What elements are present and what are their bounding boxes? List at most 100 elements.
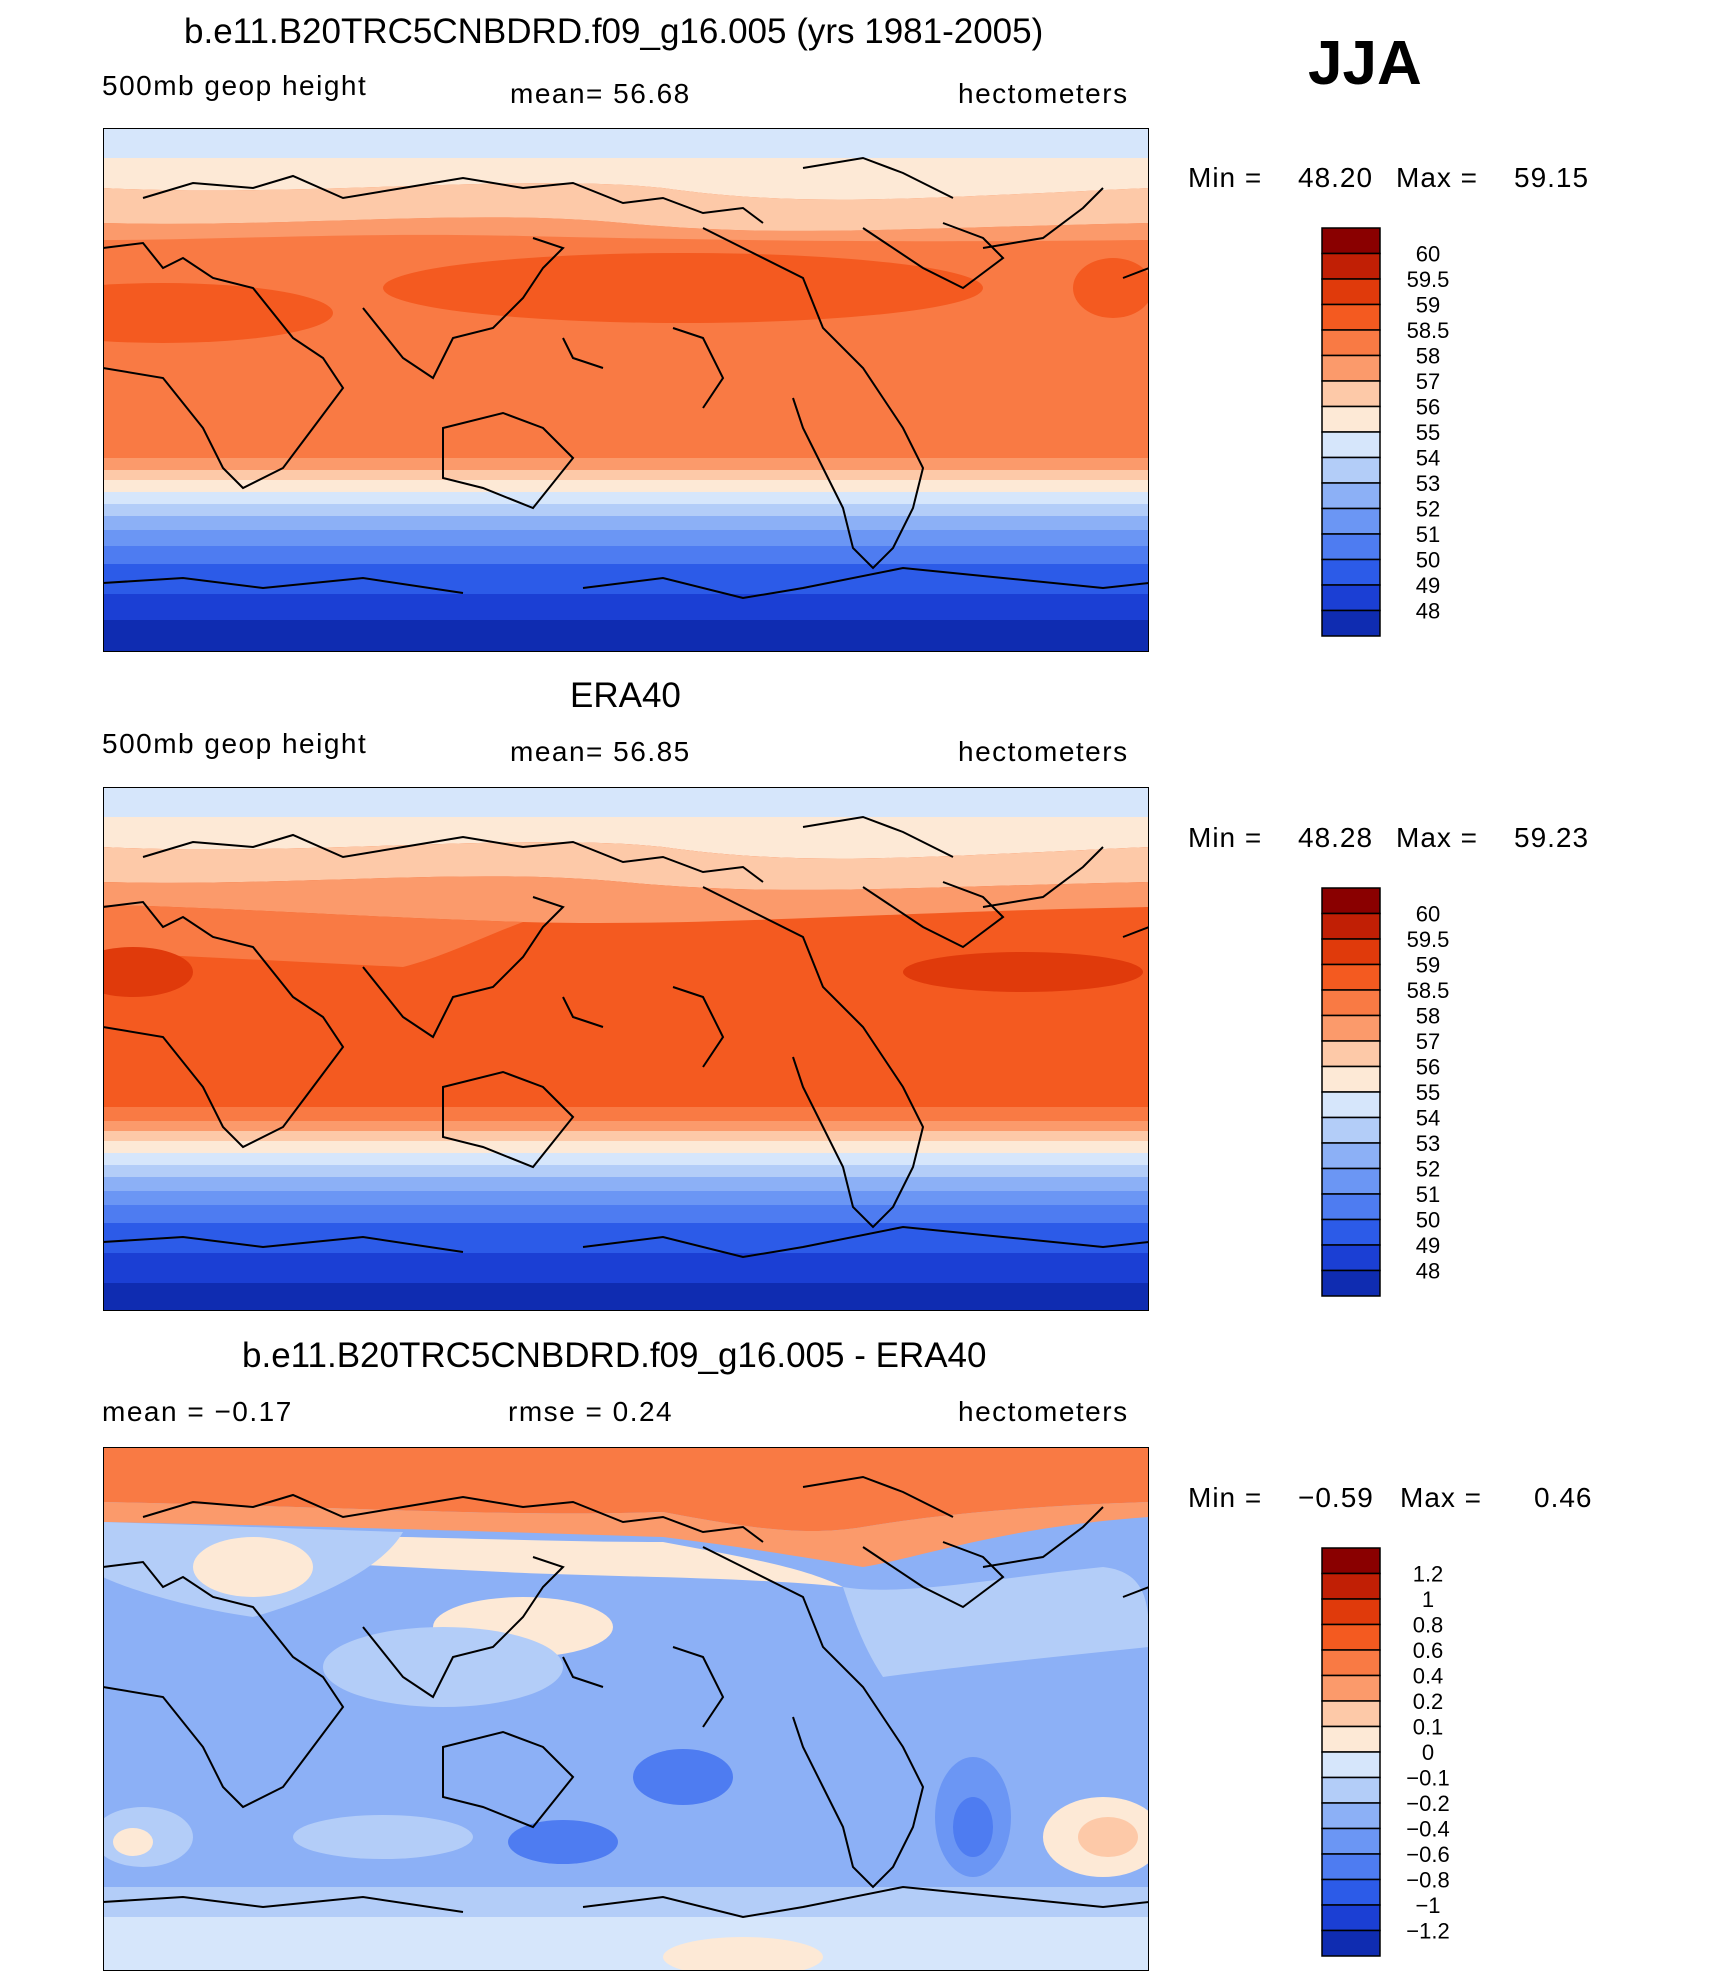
colorbar-tick-label: 50 <box>1416 1208 1440 1233</box>
colorbar-tick-label: −0.6 <box>1406 1842 1449 1867</box>
colorbar-tick-label: 52 <box>1416 1157 1440 1182</box>
colorbar-tick-label: 54 <box>1416 446 1440 471</box>
colorbar-tick-label: 1 <box>1422 1587 1434 1612</box>
colorbar-tick-label: 48 <box>1416 1259 1440 1284</box>
colorbar-tick-label: 54 <box>1416 1106 1440 1131</box>
colorbar-box <box>1321 1853 1381 1881</box>
colorbar-box <box>1321 303 1381 331</box>
panel-1-max-value: 59.15 <box>1514 162 1590 193</box>
colorbar-tick-label: −0.4 <box>1406 1817 1449 1842</box>
colorbar-tick-label: 57 <box>1416 369 1440 394</box>
colorbar-box <box>1321 1014 1381 1042</box>
colorbar-box <box>1321 584 1381 612</box>
colorbar-tick-label: 53 <box>1416 471 1440 496</box>
panel-2-mean-label: mean= 56.85 <box>510 736 691 767</box>
colorbar-tick-label: 58 <box>1416 1004 1440 1029</box>
colorbar-box <box>1321 912 1381 940</box>
colorbar-tick-label: 53 <box>1416 1131 1440 1156</box>
colorbar-tick-label: 56 <box>1416 1055 1440 1080</box>
colorbar-tick-label: 0.8 <box>1413 1613 1444 1638</box>
colorbar-box <box>1321 1167 1381 1195</box>
colorbar-box <box>1321 431 1381 459</box>
colorbar-tick-label: 48 <box>1416 599 1440 624</box>
colorbar-tick-label: 55 <box>1416 420 1440 445</box>
colorbar-box <box>1321 558 1381 586</box>
panel-1-mean-label: mean= 56.68 <box>510 78 691 109</box>
colorbar-tick-label: 49 <box>1416 1233 1440 1258</box>
panel-1-map <box>103 128 1149 652</box>
colorbar-box <box>1321 329 1381 357</box>
panel-3-max-value: 0.46 <box>1534 1482 1593 1513</box>
colorbar-tick-label: 0.1 <box>1413 1715 1444 1740</box>
colorbar-tick-label: −1 <box>1415 1893 1440 1918</box>
panel-2-left-label: 500mb geop height <box>102 728 368 759</box>
colorbar-tick-label: 49 <box>1416 573 1440 598</box>
colorbar-tick-label: 56 <box>1416 395 1440 420</box>
colorbar-box <box>1321 1598 1381 1626</box>
colorbar-tick-label: 1.2 <box>1413 1562 1444 1587</box>
panel-3-min-label: Min = <box>1188 1482 1263 1513</box>
colorbar-tick-label: 60 <box>1416 902 1440 927</box>
panel-1-min-value: 48.20 <box>1298 162 1374 193</box>
panel-3-map <box>103 1447 1149 1971</box>
colorbar-box <box>1321 1649 1381 1677</box>
panel-1-units-label: hectometers <box>958 78 1129 109</box>
panel-1-left-label: 500mb geop height <box>102 70 368 101</box>
panel-2-min-label: Min = <box>1188 822 1263 853</box>
colorbar-box <box>1321 1623 1381 1651</box>
colorbar-box <box>1321 1827 1381 1855</box>
colorbar-tick-label: 0.2 <box>1413 1689 1444 1714</box>
panel-3-colorbar: 1.210.80.60.40.20.10−0.1−0.2−0.4−0.6−0.8… <box>1321 1547 1450 1957</box>
colorbar-tick-label: 52 <box>1416 497 1440 522</box>
colorbar-box <box>1321 1116 1381 1144</box>
colorbar-tick-label: 55 <box>1416 1080 1440 1105</box>
colorbar-box <box>1321 1091 1381 1119</box>
panel-1-min-label: Min = <box>1188 162 1263 193</box>
colorbar-tick-label: 58.5 <box>1407 978 1450 1003</box>
colorbar-box <box>1321 1929 1381 1957</box>
colorbar-box <box>1321 1193 1381 1221</box>
panel-1-max-label: Max = <box>1396 162 1479 193</box>
colorbar-box <box>1321 533 1381 561</box>
panel-1-title: b.e11.B20TRC5CNBDRD.f09_g16.005 (yrs 198… <box>184 12 1044 51</box>
panel-3-title: b.e11.B20TRC5CNBDRD.f09_g16.005 - ERA40 <box>242 1336 987 1375</box>
panel-3-max-label: Max = <box>1400 1482 1483 1513</box>
colorbar-box <box>1321 1878 1381 1906</box>
colorbar-tick-label: −0.8 <box>1406 1868 1449 1893</box>
colorbar-box <box>1321 1269 1381 1297</box>
panel-3-units-label: hectometers <box>958 1396 1129 1427</box>
colorbar-tick-label: 59.5 <box>1407 267 1450 292</box>
panel-2-max-value: 59.23 <box>1514 822 1590 853</box>
colorbar-box <box>1321 380 1381 408</box>
colorbar-tick-label: 57 <box>1416 1029 1440 1054</box>
colorbar-tick-label: 0 <box>1422 1740 1434 1765</box>
colorbar-box <box>1321 507 1381 535</box>
colorbar-box <box>1321 252 1381 280</box>
colorbar-box <box>1321 482 1381 510</box>
colorbar-box <box>1321 1751 1381 1779</box>
colorbar-box <box>1321 1776 1381 1804</box>
panel-2-min-value: 48.28 <box>1298 822 1374 853</box>
colorbar-tick-label: 59.5 <box>1407 927 1450 952</box>
colorbar-box <box>1321 405 1381 433</box>
colorbar-box <box>1321 1142 1381 1170</box>
colorbar-box <box>1321 1700 1381 1728</box>
colorbar-tick-label: −0.2 <box>1406 1791 1449 1816</box>
colorbar-box <box>1321 1802 1381 1830</box>
colorbar-box <box>1321 1244 1381 1272</box>
panel-2-map <box>103 787 1149 1311</box>
colorbar-box <box>1321 1904 1381 1932</box>
colorbar-box <box>1321 887 1381 915</box>
colorbar-box <box>1321 1674 1381 1702</box>
colorbar-tick-label: 59 <box>1416 953 1440 978</box>
colorbar-tick-label: 59 <box>1416 293 1440 318</box>
colorbar-tick-label: 58 <box>1416 344 1440 369</box>
panel-3-mean-label: mean = −0.17 <box>102 1396 293 1427</box>
colorbar-box <box>1321 1040 1381 1068</box>
colorbar-box <box>1321 278 1381 306</box>
colorbar-box <box>1321 938 1381 966</box>
colorbar-box <box>1321 1065 1381 1093</box>
season-label: JJA <box>1308 29 1422 98</box>
